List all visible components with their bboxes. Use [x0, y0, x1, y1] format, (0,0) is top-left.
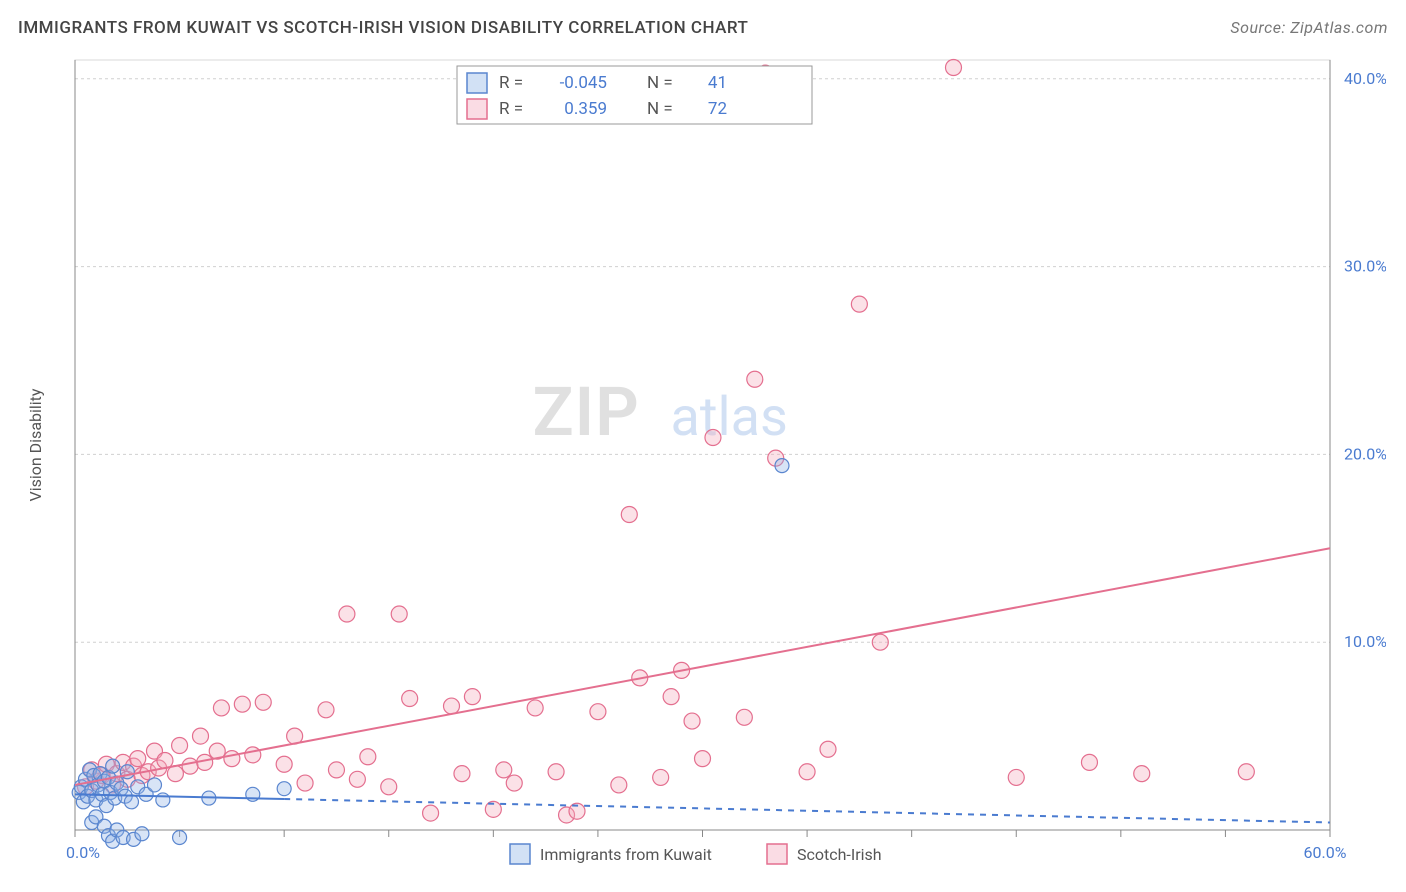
point-scotch — [946, 60, 962, 76]
scatter-chart: 10.0% 20.0% 30.0% 40.0% 0.0% 60.0% Vision Disa… — [20, 50, 1386, 872]
watermark-atlas: atlas — [671, 386, 788, 449]
point-scotch — [213, 700, 229, 716]
corr-n-label: N = — [647, 73, 673, 93]
point-scotch — [444, 698, 460, 714]
point-scotch — [381, 779, 397, 795]
x-tick-label: 60.0% — [1304, 843, 1347, 862]
point-scotch — [454, 766, 470, 782]
point-scotch — [182, 758, 198, 774]
point-scotch — [402, 691, 418, 707]
point-scotch — [360, 749, 376, 765]
y-tick-label: 40.0% — [1344, 69, 1386, 88]
point-scotch — [747, 371, 763, 387]
corr-n-label: N = — [647, 99, 673, 119]
point-kuwait — [173, 831, 187, 845]
point-scotch — [799, 764, 815, 780]
point-scotch — [172, 737, 188, 753]
point-scotch — [820, 741, 836, 757]
corr-n-kuwait: 41 — [708, 73, 727, 93]
point-scotch — [684, 713, 700, 729]
point-scotch — [736, 709, 752, 725]
x-tick-label: 0.0% — [66, 843, 100, 862]
point-scotch — [276, 756, 292, 772]
point-scotch — [1134, 766, 1150, 782]
point-scotch — [234, 696, 250, 712]
point-kuwait — [775, 459, 789, 473]
point-scotch — [245, 747, 261, 763]
point-scotch — [349, 771, 365, 787]
chart-container: 10.0% 20.0% 30.0% 40.0% 0.0% 60.0% Vision Disa… — [20, 50, 1386, 872]
point-kuwait — [156, 793, 170, 807]
point-scotch — [621, 506, 637, 522]
point-scotch — [695, 751, 711, 767]
chart-title: IMMIGRANTS FROM KUWAIT VS SCOTCH-IRISH V… — [18, 18, 748, 38]
corr-swatch-scotch — [467, 99, 487, 119]
legend-swatch-scotch — [767, 844, 787, 864]
corr-n-scotch: 72 — [708, 99, 727, 119]
point-scotch — [653, 769, 669, 785]
trend-kuwait-dashed — [284, 799, 1330, 822]
point-scotch — [255, 694, 271, 710]
point-scotch — [318, 702, 334, 718]
point-scotch — [193, 728, 209, 744]
point-scotch — [339, 606, 355, 622]
point-scotch — [1081, 754, 1097, 770]
legend-label-scotch: Scotch-Irish — [797, 845, 882, 864]
point-scotch — [506, 775, 522, 791]
corr-r-scotch: 0.359 — [564, 99, 607, 119]
point-scotch — [297, 775, 313, 791]
point-scotch — [851, 296, 867, 312]
point-scotch — [705, 429, 721, 445]
corr-r-label: R = — [499, 73, 523, 93]
point-kuwait — [135, 827, 149, 841]
point-scotch — [590, 704, 606, 720]
trend-scotch — [75, 548, 1330, 785]
point-kuwait — [147, 778, 161, 792]
y-tick-label: 10.0% — [1344, 632, 1386, 651]
point-scotch — [423, 805, 439, 821]
legend-swatch-kuwait — [510, 844, 530, 864]
point-scotch — [391, 606, 407, 622]
watermark-zip: ZIP — [533, 372, 640, 452]
point-scotch — [872, 634, 888, 650]
point-scotch — [1008, 769, 1024, 785]
point-scotch — [548, 764, 564, 780]
point-scotch — [496, 762, 512, 778]
y-tick-label: 20.0% — [1344, 444, 1386, 463]
point-scotch — [130, 751, 146, 767]
point-scotch — [1238, 764, 1254, 780]
point-scotch — [464, 689, 480, 705]
source-label: Source: ZipAtlas.com — [1230, 18, 1388, 38]
point-kuwait — [106, 759, 120, 773]
y-axis-label: Vision Disability — [26, 388, 45, 501]
point-scotch — [527, 700, 543, 716]
point-scotch — [611, 777, 627, 793]
point-kuwait — [124, 795, 138, 809]
point-kuwait — [277, 782, 291, 796]
legend-label-kuwait: Immigrants from Kuwait — [540, 845, 712, 864]
point-scotch — [328, 762, 344, 778]
y-tick-label: 30.0% — [1344, 257, 1386, 276]
corr-swatch-kuwait — [467, 73, 487, 93]
corr-r-label: R = — [499, 99, 523, 119]
point-scotch — [663, 689, 679, 705]
point-scotch — [224, 751, 240, 767]
corr-r-kuwait: -0.045 — [560, 73, 607, 93]
header-bar: IMMIGRANTS FROM KUWAIT VS SCOTCH-IRISH V… — [18, 18, 1388, 38]
